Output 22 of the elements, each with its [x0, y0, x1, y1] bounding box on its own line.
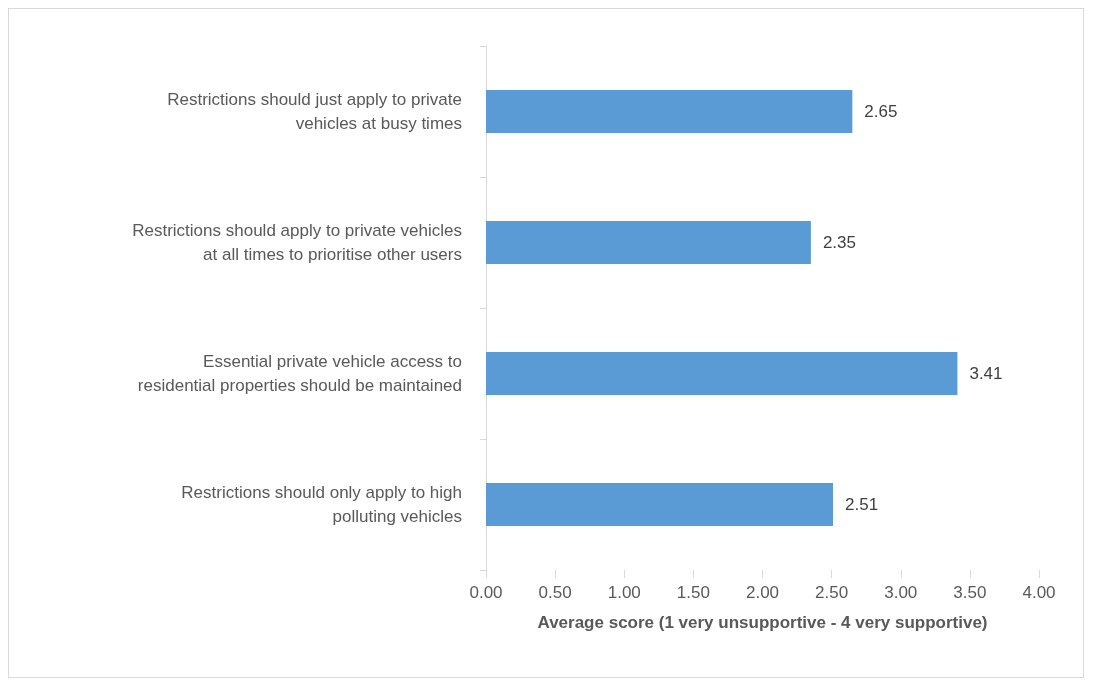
x-tick-label: 0.00: [469, 583, 503, 602]
bar: [486, 351, 958, 396]
data-label: 3.41: [969, 364, 1003, 383]
x-tick-label: 1.50: [676, 583, 710, 602]
data-label: 2.65: [864, 102, 898, 121]
bar: [486, 482, 834, 527]
x-tick-label: 3.00: [884, 583, 918, 602]
x-tick-label: 2.00: [745, 583, 780, 602]
x-tick-label: 2.50: [815, 583, 849, 602]
y-tick-label: Restrictions should just apply to private vehicles at busy times: [167, 90, 462, 133]
y-tick-label: Restrictions should only apply to high polluting vehicles: [181, 483, 462, 526]
x-tick-label: 1.00: [607, 583, 641, 602]
bar: [486, 220, 811, 265]
x-tick-label: 4.00: [1022, 583, 1056, 602]
x-tick-label: 0.50: [538, 583, 572, 602]
y-tick-label: Essential private vehicle access to residential properties should be maintained: [137, 352, 462, 395]
data-label: 2.35: [822, 233, 856, 252]
bar: [486, 89, 853, 134]
y-tick-label: Restrictions should apply to private vehicles at all times to prioritise other users: [132, 221, 462, 264]
x-tick-label: 3.50: [953, 583, 987, 602]
data-label: 2.51: [845, 495, 879, 514]
x-axis-title: Average score (1 very unsupportive - 4 very supportive): [537, 613, 988, 632]
